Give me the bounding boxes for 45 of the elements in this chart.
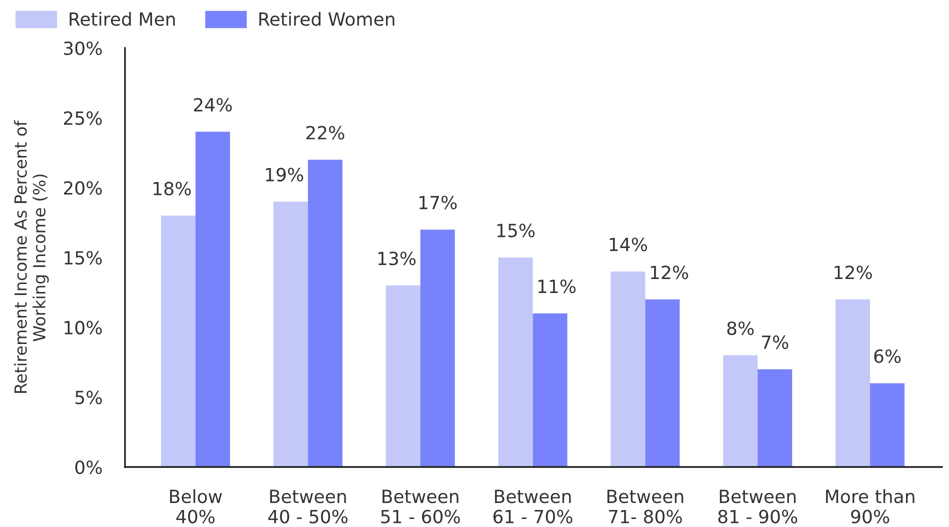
x-tick-label: Between 51 - 60% bbox=[381, 490, 460, 524]
y-tick-label: 20% bbox=[64, 181, 102, 195]
x-tick-label: Between 40 - 50% bbox=[268, 490, 348, 524]
bar bbox=[420, 230, 455, 467]
data-label: 7% bbox=[762, 335, 788, 350]
y-tick-label: 5% bbox=[76, 390, 102, 404]
data-label: 15% bbox=[497, 224, 535, 238]
x-tick-label: More than 90% bbox=[826, 489, 914, 524]
bar bbox=[386, 285, 420, 467]
data-label: 14% bbox=[610, 238, 648, 252]
bar bbox=[645, 299, 680, 467]
y-tick-label: 15% bbox=[64, 250, 102, 265]
bar bbox=[870, 383, 905, 467]
data-label: 8% bbox=[727, 321, 754, 336]
bar bbox=[836, 299, 870, 467]
data-label: 18% bbox=[154, 182, 191, 196]
data-label: 12% bbox=[650, 266, 688, 280]
data-label: 24% bbox=[194, 98, 232, 112]
y-tick-label: 25% bbox=[64, 111, 102, 125]
data-label: 11% bbox=[538, 280, 576, 294]
y-tick-label: 0% bbox=[75, 460, 102, 474]
bar bbox=[308, 160, 342, 467]
data-label: 22% bbox=[306, 126, 344, 140]
bar bbox=[273, 202, 308, 467]
x-tick-label: Between 61 - 70% bbox=[493, 490, 572, 524]
data-label: 12% bbox=[834, 266, 872, 280]
legend-label: Retired Women bbox=[259, 12, 394, 26]
legend-label: Retired Men bbox=[70, 12, 175, 26]
y-tick-label: 30% bbox=[64, 41, 102, 56]
data-label: 19% bbox=[266, 168, 304, 182]
data-label: 13% bbox=[378, 252, 416, 266]
bar bbox=[532, 313, 568, 467]
x-tick-label: Between 81 - 90% bbox=[718, 490, 798, 524]
data-label: 17% bbox=[420, 196, 457, 210]
bar bbox=[610, 271, 646, 467]
bar bbox=[758, 369, 792, 467]
bar bbox=[195, 132, 230, 467]
y-tick-label: 10% bbox=[64, 320, 102, 334]
bar bbox=[160, 216, 196, 467]
y-axis-title: Retirement Income As Percent of Working Income (%) bbox=[14, 120, 49, 393]
bar bbox=[723, 355, 758, 467]
data-label: 6% bbox=[874, 349, 901, 364]
bar bbox=[498, 258, 533, 467]
x-tick-label: Between 71- 80% bbox=[607, 490, 684, 524]
x-tick-label: Below 40% bbox=[170, 489, 222, 524]
